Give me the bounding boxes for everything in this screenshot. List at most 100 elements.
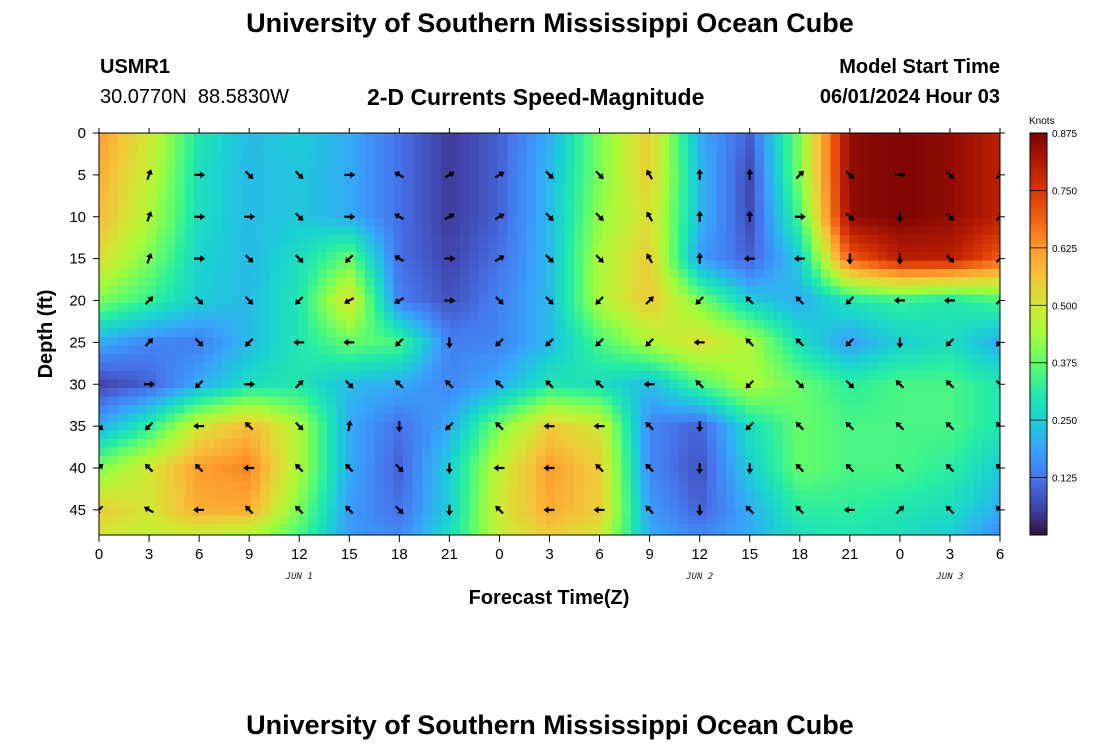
heat-cell xyxy=(517,524,528,534)
heat-cell xyxy=(593,362,604,372)
heat-cell xyxy=(298,201,309,211)
heat-cell xyxy=(317,464,328,474)
heat-cell xyxy=(165,481,176,491)
heat-cell xyxy=(298,473,309,483)
heat-cell xyxy=(412,158,423,168)
heat-cell xyxy=(355,473,366,483)
heat-cell xyxy=(830,354,841,364)
heat-cell xyxy=(441,303,452,313)
heat-cell xyxy=(621,430,632,440)
heat-cell xyxy=(583,464,594,474)
heat-cell xyxy=(982,158,993,168)
heat-cell xyxy=(868,201,879,211)
heat-cell xyxy=(811,481,822,491)
heat-cell xyxy=(754,294,765,304)
heat-cell xyxy=(498,133,509,143)
heat-cell xyxy=(232,192,243,202)
heat-cell xyxy=(716,175,727,185)
heat-cell xyxy=(764,490,775,500)
heat-cell xyxy=(507,464,518,474)
current-vector-arrow xyxy=(193,422,205,430)
heat-cell xyxy=(783,422,794,432)
heat-cell xyxy=(99,286,110,296)
heat-cell xyxy=(99,303,110,313)
heat-cell xyxy=(697,379,708,389)
heat-cell xyxy=(175,320,186,330)
heat-cell xyxy=(802,371,813,381)
heat-cell xyxy=(878,141,889,151)
heat-cell xyxy=(982,243,993,253)
heat-cell xyxy=(355,294,366,304)
heat-cell xyxy=(460,490,471,500)
heat-cell xyxy=(317,362,328,372)
heat-cell xyxy=(232,235,243,245)
heat-cell xyxy=(583,184,594,194)
heat-cell xyxy=(403,524,414,534)
heat-cell xyxy=(536,252,547,262)
heat-cell xyxy=(213,303,224,313)
heat-cell xyxy=(545,447,556,457)
heat-cell xyxy=(308,328,319,338)
heat-cell xyxy=(127,447,138,457)
heat-cell xyxy=(441,158,452,168)
heat-cell xyxy=(783,277,794,287)
heat-cell xyxy=(165,201,176,211)
heat-cell xyxy=(374,371,385,381)
heat-cell xyxy=(602,209,613,219)
heat-cell xyxy=(792,396,803,406)
colorbar-segment xyxy=(1030,287,1047,291)
heat-cell xyxy=(745,473,756,483)
heat-cell xyxy=(137,490,148,500)
heat-cell xyxy=(279,498,290,508)
heat-cell xyxy=(992,184,1000,194)
heat-cell xyxy=(925,447,936,457)
heat-cell xyxy=(479,422,490,432)
heat-cell xyxy=(118,379,129,389)
heat-cell xyxy=(840,388,851,398)
heat-cell xyxy=(175,311,186,321)
heat-cell xyxy=(374,158,385,168)
current-vector-arrow xyxy=(194,338,204,347)
heat-cell xyxy=(697,430,708,440)
heat-cell xyxy=(963,192,974,202)
heat-cell xyxy=(707,354,718,364)
heat-cell xyxy=(507,303,518,313)
current-vector-arrow xyxy=(495,505,504,515)
heat-cell xyxy=(754,345,765,355)
heat-cell xyxy=(460,133,471,143)
heat-cell xyxy=(393,430,404,440)
current-vector-arrow xyxy=(394,297,405,305)
heat-cell xyxy=(289,388,300,398)
heat-cell xyxy=(146,218,157,228)
heat-cell xyxy=(707,447,718,457)
heat-cell xyxy=(99,515,110,525)
heat-cell xyxy=(916,430,927,440)
heat-cell xyxy=(279,260,290,270)
heat-cell xyxy=(593,303,604,313)
heat-cell xyxy=(108,209,119,219)
colorbar-segment xyxy=(1030,267,1047,271)
heat-cell xyxy=(802,362,813,372)
current-vector-arrow xyxy=(144,463,154,473)
heat-cell xyxy=(954,405,965,415)
heat-cell xyxy=(792,175,803,185)
heat-cell xyxy=(726,269,737,279)
heat-cell xyxy=(108,201,119,211)
heat-cell xyxy=(849,294,860,304)
heat-cell xyxy=(992,481,1000,491)
heat-cell xyxy=(773,260,784,270)
heat-cell xyxy=(754,269,765,279)
heat-cell xyxy=(735,252,746,262)
heat-cell xyxy=(963,158,974,168)
heat-cell xyxy=(412,498,423,508)
heat-cell xyxy=(754,371,765,381)
heat-cell xyxy=(441,515,452,525)
heat-cell xyxy=(175,388,186,398)
heat-cell xyxy=(118,405,129,415)
heat-cell xyxy=(308,354,319,364)
heat-cell xyxy=(336,405,347,415)
heat-cell xyxy=(184,150,195,160)
heat-cell xyxy=(355,184,366,194)
heat-cell xyxy=(640,175,651,185)
current-vector-arrow xyxy=(346,420,353,432)
